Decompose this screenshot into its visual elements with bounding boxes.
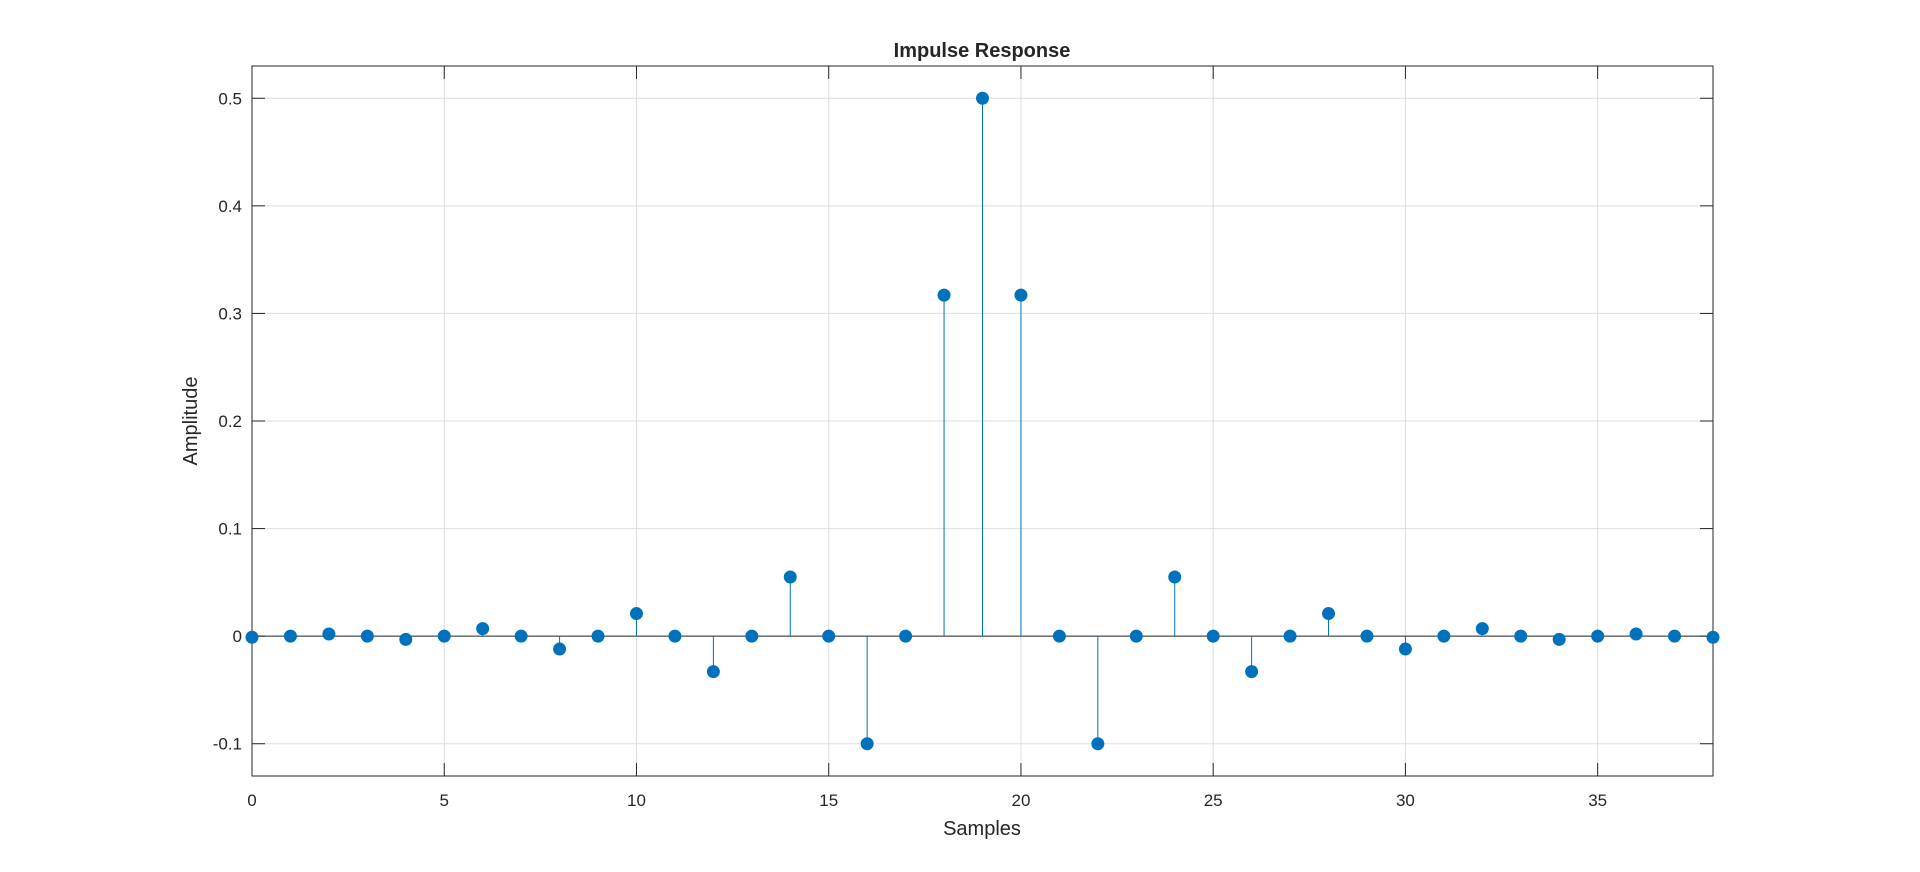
- stem-marker: [745, 629, 759, 643]
- stem-marker: [283, 629, 297, 643]
- stem-marker: [360, 629, 374, 643]
- stem-marker: [976, 91, 989, 105]
- stem-marker: [1514, 629, 1528, 643]
- y-tick-label: 0.3: [218, 304, 242, 323]
- stem-marker: [399, 632, 413, 646]
- y-axis-label: Amplitude: [180, 377, 202, 466]
- stem-marker: [1668, 629, 1682, 643]
- stem-marker: [1129, 629, 1143, 643]
- stem-marker: [668, 629, 682, 643]
- stem-marker: [706, 665, 720, 679]
- stem-marker: [1206, 629, 1220, 643]
- y-tick-label: 0: [233, 627, 242, 646]
- stem-marker: [1014, 288, 1028, 302]
- y-tick-label: -0.1: [213, 735, 242, 754]
- stem-marker: [245, 630, 259, 644]
- chart-title: Impulse Response: [894, 40, 1071, 62]
- stem-marker: [476, 622, 490, 636]
- stem-marker: [1322, 607, 1336, 621]
- stem-marker: [514, 629, 528, 643]
- stem-marker: [1052, 629, 1066, 643]
- stem-marker: [629, 607, 643, 621]
- x-tick-label: 20: [1011, 791, 1030, 810]
- stem-marker: [860, 737, 874, 751]
- stem-marker: [937, 288, 951, 302]
- y-tick-label: 0.5: [218, 89, 242, 108]
- x-tick-label: 5: [440, 791, 449, 810]
- stem-marker: [1437, 629, 1451, 643]
- stem-marker: [322, 627, 336, 641]
- x-axis-label: Samples: [943, 818, 1021, 840]
- x-tick-label: 30: [1396, 791, 1415, 810]
- stem-marker: [1552, 632, 1566, 646]
- stem-marker: [1245, 665, 1259, 679]
- x-tick-label: 0: [247, 791, 256, 810]
- stem-marker: [591, 629, 605, 643]
- stem-marker: [1168, 570, 1182, 584]
- ticks: 0 5 10 15 20 25 30 35 -0.1 0 0.1 0.2 0.3 0.4 0.5: [213, 66, 1713, 810]
- y-tick-label: 0.4: [218, 197, 242, 216]
- x-tick-label: 35: [1588, 791, 1607, 810]
- stem-marker: [1360, 629, 1374, 643]
- x-tick-label: 10: [627, 791, 646, 810]
- stem-marker: [1591, 629, 1605, 643]
- stem-marker: [899, 629, 913, 643]
- stem-marker: [1475, 622, 1489, 636]
- stem-marker: [553, 642, 567, 656]
- y-tick-label: 0.2: [218, 412, 242, 431]
- stem-marker: [1091, 737, 1105, 751]
- stem-marker: [1283, 629, 1297, 643]
- stem-marker: [822, 629, 836, 643]
- stem-marker: [1398, 642, 1412, 656]
- stems: [245, 91, 1720, 751]
- x-tick-label: 25: [1204, 791, 1223, 810]
- stem-marker: [437, 629, 451, 643]
- stem-marker: [1629, 627, 1643, 641]
- y-tick-label: 0.1: [218, 520, 242, 539]
- x-tick-label: 15: [819, 791, 838, 810]
- stem-marker: [1706, 630, 1720, 644]
- stem-marker: [783, 570, 797, 584]
